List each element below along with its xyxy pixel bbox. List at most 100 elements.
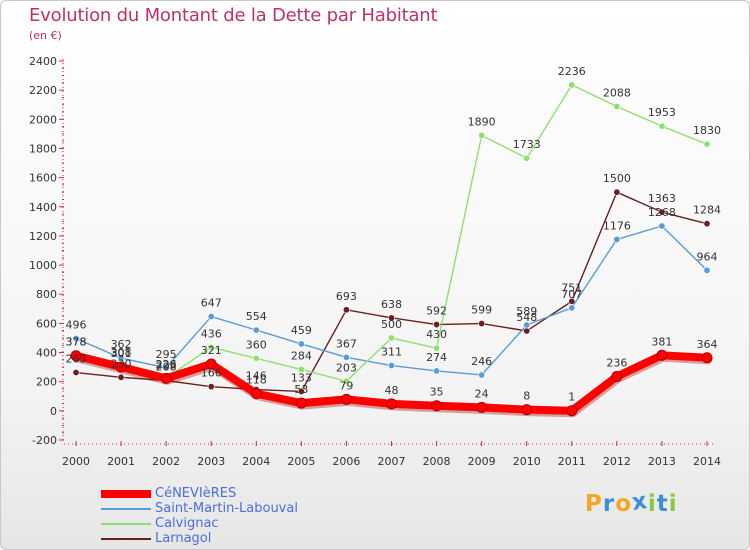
data-point bbox=[613, 102, 621, 110]
proxiti-logo: Proxiti bbox=[585, 488, 678, 517]
x-tick-label: 2009 bbox=[468, 455, 496, 468]
data-point bbox=[566, 405, 578, 417]
data-label: 1953 bbox=[648, 106, 676, 119]
data-label: 118 bbox=[246, 374, 267, 387]
data-point bbox=[342, 377, 350, 385]
data-point bbox=[297, 387, 305, 395]
data-label: 79 bbox=[339, 379, 353, 392]
logo-letter: x bbox=[630, 488, 650, 516]
x-tick-label: 2006 bbox=[332, 455, 360, 468]
data-label: 362 bbox=[111, 338, 132, 351]
data-label: 430 bbox=[426, 328, 447, 341]
legend-swatch bbox=[101, 523, 151, 525]
legend-label: Larnagol bbox=[155, 531, 212, 546]
y-tick-label: 400 bbox=[36, 347, 57, 360]
data-label: 589 bbox=[516, 305, 537, 318]
data-point bbox=[386, 398, 397, 410]
logo-letter: i bbox=[668, 491, 678, 517]
chart-title: Evolution du Montant de la Dette par Hab… bbox=[29, 5, 438, 26]
data-point bbox=[387, 314, 395, 322]
data-label: 1733 bbox=[513, 138, 541, 151]
data-point bbox=[387, 334, 395, 342]
data-label: 311 bbox=[381, 346, 402, 359]
data-label: 1268 bbox=[648, 206, 676, 219]
data-label: 208 bbox=[156, 361, 177, 374]
logo-letter: P bbox=[585, 491, 603, 517]
data-label: 1 bbox=[568, 391, 575, 404]
y-tick-label: 800 bbox=[36, 288, 57, 301]
x-tick-label: 2003 bbox=[197, 455, 225, 468]
x-tick-label: 2011 bbox=[558, 455, 586, 468]
y-tick-label: 0 bbox=[50, 405, 57, 418]
data-label: 554 bbox=[246, 310, 267, 323]
data-point bbox=[523, 327, 531, 335]
data-label: 638 bbox=[381, 298, 402, 311]
data-point bbox=[162, 364, 170, 372]
data-point bbox=[523, 321, 531, 329]
data-point bbox=[115, 361, 127, 373]
data-point bbox=[568, 304, 576, 312]
data-point bbox=[252, 354, 260, 362]
data-label: 1363 bbox=[648, 192, 676, 205]
data-point bbox=[297, 340, 305, 348]
data-label: 133 bbox=[291, 371, 312, 384]
data-label: 2236 bbox=[558, 65, 586, 78]
y-tick-label: 2400 bbox=[29, 55, 57, 68]
data-label: 223 bbox=[156, 358, 177, 371]
data-point bbox=[117, 373, 125, 381]
data-label: 48 bbox=[385, 384, 399, 397]
data-label: 378 bbox=[66, 336, 87, 349]
data-label: 301 bbox=[111, 347, 132, 360]
data-point bbox=[205, 358, 217, 370]
data-label: 693 bbox=[336, 290, 357, 303]
data-point bbox=[478, 131, 486, 139]
y-tick-label: 1000 bbox=[29, 259, 57, 272]
data-label: 592 bbox=[426, 305, 447, 318]
data-point bbox=[703, 140, 711, 148]
data-label: 459 bbox=[291, 324, 312, 337]
data-point bbox=[252, 326, 260, 334]
data-point bbox=[703, 266, 711, 274]
legend-swatch bbox=[101, 490, 151, 498]
data-point bbox=[72, 369, 80, 377]
data-label: 364 bbox=[697, 338, 718, 351]
data-label: 964 bbox=[697, 250, 718, 263]
data-point bbox=[478, 320, 486, 328]
y-tick-label: 200 bbox=[36, 376, 57, 389]
data-point bbox=[613, 188, 621, 196]
data-point bbox=[207, 343, 215, 351]
logo-letter: t bbox=[656, 491, 669, 517]
data-label: 8 bbox=[523, 390, 530, 403]
y-tick-label: 2200 bbox=[29, 84, 57, 97]
data-label: 360 bbox=[246, 338, 267, 351]
x-tick-label: 2012 bbox=[603, 455, 631, 468]
data-point bbox=[250, 388, 262, 400]
data-point bbox=[433, 344, 441, 352]
data-label: 24 bbox=[475, 387, 489, 400]
data-point bbox=[658, 208, 666, 216]
chart-unit-label: (en €) bbox=[29, 29, 62, 42]
x-tick-label: 2000 bbox=[62, 455, 90, 468]
data-label: 500 bbox=[381, 318, 402, 331]
data-point bbox=[658, 222, 666, 230]
data-label: 274 bbox=[426, 351, 447, 364]
data-label: 1890 bbox=[468, 115, 496, 128]
x-tick-label: 2005 bbox=[287, 455, 315, 468]
y-tick-label: 1200 bbox=[29, 230, 57, 243]
data-label: 308 bbox=[111, 346, 132, 359]
data-point bbox=[431, 400, 443, 412]
legend-label: CéNEVIèRES bbox=[155, 486, 237, 501]
data-label: 146 bbox=[246, 370, 267, 383]
data-point bbox=[207, 383, 215, 391]
data-point bbox=[207, 313, 215, 321]
data-label: 236 bbox=[606, 356, 627, 369]
data-point bbox=[297, 365, 305, 373]
data-label: 381 bbox=[651, 335, 672, 348]
data-point bbox=[342, 353, 350, 361]
data-point bbox=[342, 306, 350, 314]
y-tick-label: 1600 bbox=[29, 172, 57, 185]
data-label: 1176 bbox=[603, 219, 631, 232]
data-label: 496 bbox=[66, 319, 87, 332]
